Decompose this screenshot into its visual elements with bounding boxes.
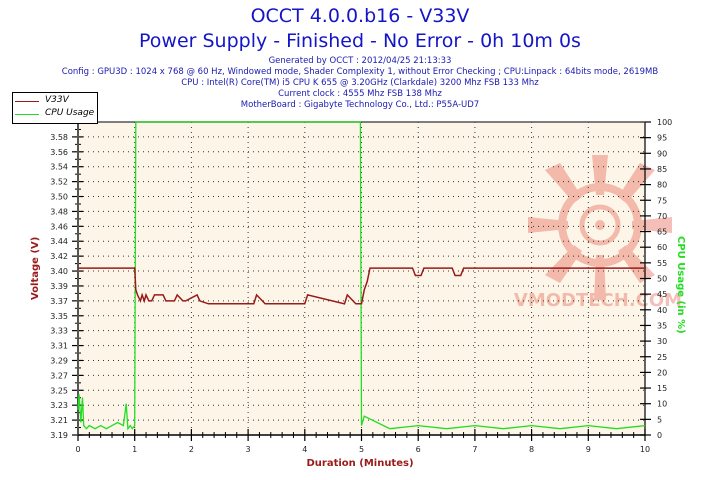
x-tick-label: 8 [529,445,534,454]
y2-tick-label: 100 [657,118,672,127]
info-clock: Current clock : 4555 Mhz FSB 138 Mhz [278,89,442,99]
y2-tick-label: 15 [657,384,667,393]
y-tick-label: 3.52 [50,178,68,187]
y2-tick-label: 55 [657,259,667,268]
y-tick-label: 3.42 [50,252,68,261]
y-tick-label: 3.27 [50,371,68,380]
legend-label: CPU Usage [45,108,95,118]
y2-tick-label: 60 [657,243,667,252]
info-generated: Generated by OCCT : 2012/04/25 21:13:33 [268,56,452,66]
series-cpu-usage [77,121,646,431]
x-axis-title: Duration (Minutes) [306,458,414,469]
y2-tick-label: 75 [657,196,667,205]
y2-tick-label: 80 [657,181,667,190]
x-tick-label: 7 [472,445,477,454]
y2-tick-label: 40 [657,306,667,315]
y-tick-label: 3.21 [50,416,68,425]
legend-label: V33V [45,95,69,105]
y-tick-label: 3.25 [50,386,68,395]
info-motherboard: MotherBoard : Gigabyte Technology Co., L… [240,100,480,110]
y-tick-label: 3.44 [50,237,68,246]
y-axis-title-voltage: Voltage (V) [30,236,41,300]
y2-tick-label: 65 [657,228,667,237]
x-tick-label: 2 [189,445,194,454]
y-tick-label: 3.35 [50,312,68,321]
x-tick-label: 9 [586,445,591,454]
y-tick-label: 3.50 [50,193,68,202]
y-tick-label: 3.31 [50,342,68,351]
x-tick-label: 3 [246,445,251,454]
y-tick-label: 3.29 [50,356,68,365]
y2-tick-label: 0 [657,431,662,440]
y2-tick-label: 45 [657,290,667,299]
y-tick-label: 3.54 [50,163,68,172]
x-tick-label: 6 [416,445,421,454]
y2-tick-label: 85 [657,165,667,174]
x-tick-label: 10 [640,445,650,454]
y-tick-label: 3.33 [50,327,68,336]
y2-tick-label: 25 [657,353,667,362]
y2-tick-label: 35 [657,321,667,330]
y2-tick-label: 95 [657,134,667,143]
y-tick-label: 3.40 [50,267,68,276]
y2-tick-label: 30 [657,337,667,346]
y2-tick-label: 90 [657,149,667,158]
y2-tick-label: 50 [657,275,667,284]
info-config: Config : GPU3D : 1024 x 768 @ 60 Hz, Win… [61,67,659,77]
y-tick-label: 3.37 [50,297,68,306]
y-tick-label: 3.58 [50,133,68,142]
x-tick-label: 1 [132,445,137,454]
chart-subtitle: Power Supply - Finished - No Error - 0h … [139,30,581,52]
y-tick-label: 3.39 [50,282,68,291]
y2-tick-label: 70 [657,212,667,221]
y-tick-label: 3.19 [50,431,68,440]
x-tick-label: 5 [359,445,364,454]
info-cpu: CPU : Intel(R) Core(TM) i5 CPU K 655 @ 3… [181,78,539,88]
series-v33v [78,267,645,305]
y2-tick-label: 5 [657,415,662,424]
y2-axis-title-cpu: CPU Usage (in %) [675,236,686,334]
x-tick-label: 0 [75,445,80,454]
x-tick-label: 4 [302,445,307,454]
y-tick-label: 3.23 [50,401,68,410]
y-tick-label: 3.48 [50,207,68,216]
y-tick-label: 3.56 [50,148,68,157]
legend-swatch-v33v [15,101,39,102]
y-tick-label: 3.46 [50,222,68,231]
y2-tick-label: 20 [657,368,667,377]
legend-swatch-cpu-usage [15,114,39,115]
y2-tick-label: 10 [657,400,667,409]
legend: V33V CPU Usage [12,92,98,124]
chart-title: OCCT 4.0.0.b16 - V33V [250,5,470,27]
